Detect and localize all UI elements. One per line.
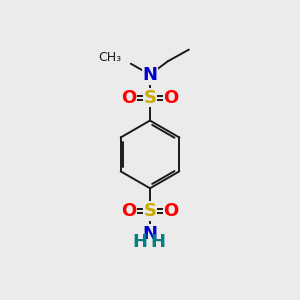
Text: O: O: [121, 202, 136, 220]
Text: O: O: [164, 88, 179, 106]
Text: CH₃: CH₃: [98, 51, 121, 64]
Text: S: S: [143, 88, 157, 106]
Text: O: O: [164, 202, 179, 220]
Text: N: N: [142, 66, 158, 84]
Text: N: N: [142, 225, 158, 243]
Text: H: H: [132, 233, 147, 251]
Text: H: H: [151, 233, 166, 251]
Text: S: S: [143, 202, 157, 220]
Text: O: O: [121, 88, 136, 106]
